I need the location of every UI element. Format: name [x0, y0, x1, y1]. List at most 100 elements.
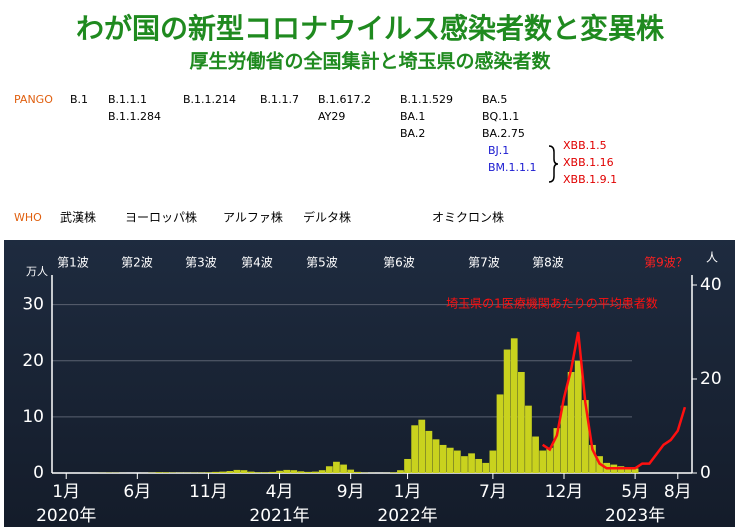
wave-label: 第2波 — [121, 256, 153, 270]
bar — [539, 450, 547, 473]
year-label: 2020年 — [36, 506, 96, 526]
bar — [453, 450, 461, 473]
y-tick-label: 0 — [33, 463, 44, 483]
lineage: BA.1 — [400, 110, 425, 123]
lineage: B.1 — [70, 93, 88, 106]
x-tick-label: 7月 — [479, 482, 507, 502]
bar — [425, 430, 433, 473]
bar — [304, 471, 312, 473]
y2-unit: 人 — [706, 251, 718, 265]
bar — [205, 472, 212, 473]
x-tick-label: 11月 — [189, 482, 228, 502]
bar — [333, 461, 340, 473]
who-name: オミクロン株 — [432, 210, 504, 225]
bar — [589, 444, 596, 473]
x-tick-label: 9月 — [337, 482, 365, 502]
who-name: ヨーロッパ株 — [125, 210, 197, 225]
x-tick-label: 1月 — [394, 482, 422, 502]
bar — [233, 469, 241, 473]
y2-tick-label: 40 — [700, 275, 722, 295]
bar — [482, 462, 490, 473]
bar — [574, 360, 582, 473]
bar — [624, 467, 632, 473]
bar — [283, 469, 291, 473]
who-name: 武漢株 — [60, 210, 96, 225]
bar — [631, 468, 639, 473]
y2-tick-label: 0 — [700, 463, 711, 483]
bar — [261, 472, 269, 473]
bar — [340, 464, 347, 473]
bar — [226, 471, 234, 473]
who-name: デルタ株 — [303, 210, 351, 225]
bar — [418, 419, 426, 473]
lineage: BA.2.75 — [482, 127, 525, 140]
bar — [525, 405, 532, 473]
wave-label: 第5波 — [306, 256, 338, 270]
line-annotation: 埼玉県の1医療機関あたりの平均患者数 — [446, 296, 658, 311]
x-tick-label: 8月 — [664, 482, 692, 502]
lineage: B.1.1.214 — [183, 93, 236, 106]
lineage: B.1.1.284 — [108, 110, 161, 123]
y-tick-label: 10 — [22, 407, 44, 427]
lineage: B.1.1.1 — [108, 93, 147, 106]
lineage: XBB.1.5 — [563, 139, 607, 152]
y-tick-label: 20 — [22, 351, 44, 371]
lineage: XBB.1.9.1 — [563, 173, 617, 186]
bracket — [548, 145, 559, 183]
x-tick-label: 12月 — [545, 482, 584, 502]
wave-label: 第3波 — [185, 256, 217, 270]
bar — [276, 470, 283, 473]
pango-label: PANGO — [14, 93, 53, 106]
bar — [290, 470, 298, 473]
who-name: アルファ株 — [223, 210, 283, 225]
bar — [581, 400, 589, 473]
bar — [532, 436, 539, 473]
x-tick-label: 4月 — [266, 482, 294, 502]
lineage: XBB.1.16 — [563, 156, 614, 169]
bar — [510, 338, 518, 473]
lineage: BA.5 — [482, 93, 507, 106]
bar — [475, 458, 483, 473]
bar — [461, 456, 468, 473]
y2-tick-label: 20 — [700, 369, 722, 389]
bar — [489, 450, 497, 473]
wave-label: 第8波 — [532, 256, 564, 270]
year-label: 2022年 — [377, 506, 437, 526]
bar — [325, 466, 333, 473]
y-unit: 万人 — [26, 265, 48, 278]
bar — [567, 371, 575, 473]
wave-label: 第4波 — [241, 256, 273, 270]
bar — [347, 469, 355, 473]
lineage: BQ.1.1 — [482, 110, 519, 123]
bar — [503, 349, 511, 473]
bar — [560, 405, 568, 473]
year-label: 2023年 — [605, 506, 665, 526]
bar — [297, 471, 305, 473]
next-wave-label: 第9波？ — [644, 256, 688, 270]
line — [541, 331, 687, 470]
bar — [269, 471, 276, 473]
lineage: B.1.1.529 — [400, 93, 453, 106]
subtitle: 厚生労働省の全国集計と埼玉県の感染者数 — [189, 50, 551, 73]
wave-label: 第1波 — [57, 256, 89, 270]
bar — [439, 444, 447, 473]
bar — [155, 472, 163, 473]
bar — [432, 439, 440, 473]
lineage: B.1.617.2 — [318, 93, 371, 106]
bar — [354, 471, 362, 473]
bar — [446, 447, 454, 473]
x-tick-label: 1月 — [52, 482, 80, 502]
wave-label: 第6波 — [383, 256, 415, 270]
bar — [212, 471, 219, 473]
bar — [247, 471, 255, 473]
bar — [517, 371, 525, 473]
chart-background — [4, 240, 735, 527]
bar — [411, 425, 419, 473]
bar — [254, 472, 262, 473]
y-tick-label: 30 — [22, 295, 44, 315]
title: わが国の新型コロナウイルス感染者数と変異株 — [76, 12, 665, 45]
bar — [546, 447, 554, 473]
year-label: 2021年 — [249, 506, 309, 526]
bar — [553, 428, 561, 473]
